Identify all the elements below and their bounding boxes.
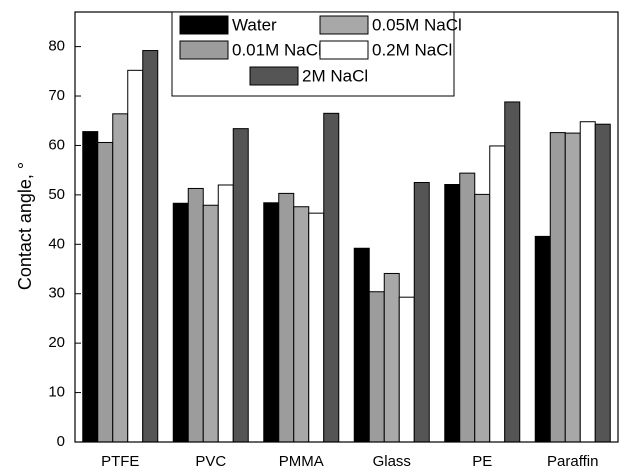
legend-label: 0.01M NaCl	[232, 40, 322, 59]
x-tick-label: Paraffin	[547, 453, 598, 470]
bar	[112, 113, 129, 443]
bar	[202, 204, 219, 443]
bar	[504, 101, 521, 443]
legend-swatch	[319, 15, 369, 35]
y-tick-label: 0	[57, 433, 65, 450]
legend-label: 0.05M NaCl	[372, 15, 462, 34]
bar	[232, 128, 249, 443]
bar	[82, 131, 99, 443]
x-tick-label: PTFE	[101, 453, 139, 470]
bar	[293, 206, 310, 443]
legend-swatch	[319, 40, 369, 60]
bar	[187, 187, 204, 443]
y-tick-label: 80	[48, 38, 65, 55]
y-tick-label: 60	[48, 136, 65, 153]
bar	[97, 141, 114, 443]
x-tick-label: PMMA	[279, 453, 324, 470]
bar	[278, 192, 295, 443]
bar	[549, 132, 566, 443]
bar	[142, 50, 159, 443]
x-tick-label: PE	[472, 453, 492, 470]
bar	[368, 291, 385, 443]
bar	[444, 183, 461, 443]
bar	[594, 123, 611, 443]
bar	[323, 112, 340, 443]
bar	[534, 235, 551, 443]
x-tick-label: PVC	[195, 453, 226, 470]
y-tick-label: 10	[48, 384, 65, 401]
bar	[474, 193, 491, 443]
y-tick-label: 40	[48, 235, 65, 252]
bar	[413, 182, 430, 443]
bar	[398, 296, 415, 443]
bar	[353, 247, 370, 443]
y-tick-label: 20	[48, 334, 65, 351]
bar	[263, 202, 280, 443]
legend-label: Water	[232, 15, 277, 34]
bar	[217, 184, 234, 443]
bar	[127, 69, 144, 443]
legend-swatch	[179, 40, 229, 60]
legend-label: 0.2M NaCl	[372, 40, 452, 59]
bar	[489, 145, 506, 443]
x-tick-label: Glass	[373, 453, 411, 470]
legend-label: 2M NaCl	[302, 66, 368, 85]
bar	[308, 212, 325, 443]
legend-swatch	[249, 66, 299, 86]
bar	[172, 202, 189, 443]
bar	[579, 121, 596, 443]
bar	[383, 272, 400, 443]
bar	[459, 172, 476, 443]
bar	[564, 132, 581, 443]
legend-swatch	[179, 15, 229, 35]
y-tick-label: 50	[48, 186, 65, 203]
y-tick-label: 30	[48, 285, 65, 302]
y-axis-label: Contact angle, °	[15, 162, 35, 290]
y-tick-label: 70	[48, 87, 65, 104]
